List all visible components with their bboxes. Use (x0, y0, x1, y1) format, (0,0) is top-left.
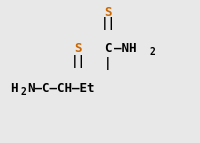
Text: S: S (104, 5, 111, 18)
Text: H: H (10, 82, 17, 95)
Text: ||: || (70, 54, 85, 67)
Text: |: | (104, 56, 111, 69)
Text: —NH: —NH (113, 41, 136, 54)
Text: 2: 2 (21, 87, 27, 97)
Text: N—C—CH—Et: N—C—CH—Et (27, 82, 94, 95)
Text: C: C (104, 41, 111, 54)
Text: ||: || (100, 17, 115, 30)
Text: S: S (74, 41, 81, 54)
Text: 2: 2 (149, 47, 155, 57)
